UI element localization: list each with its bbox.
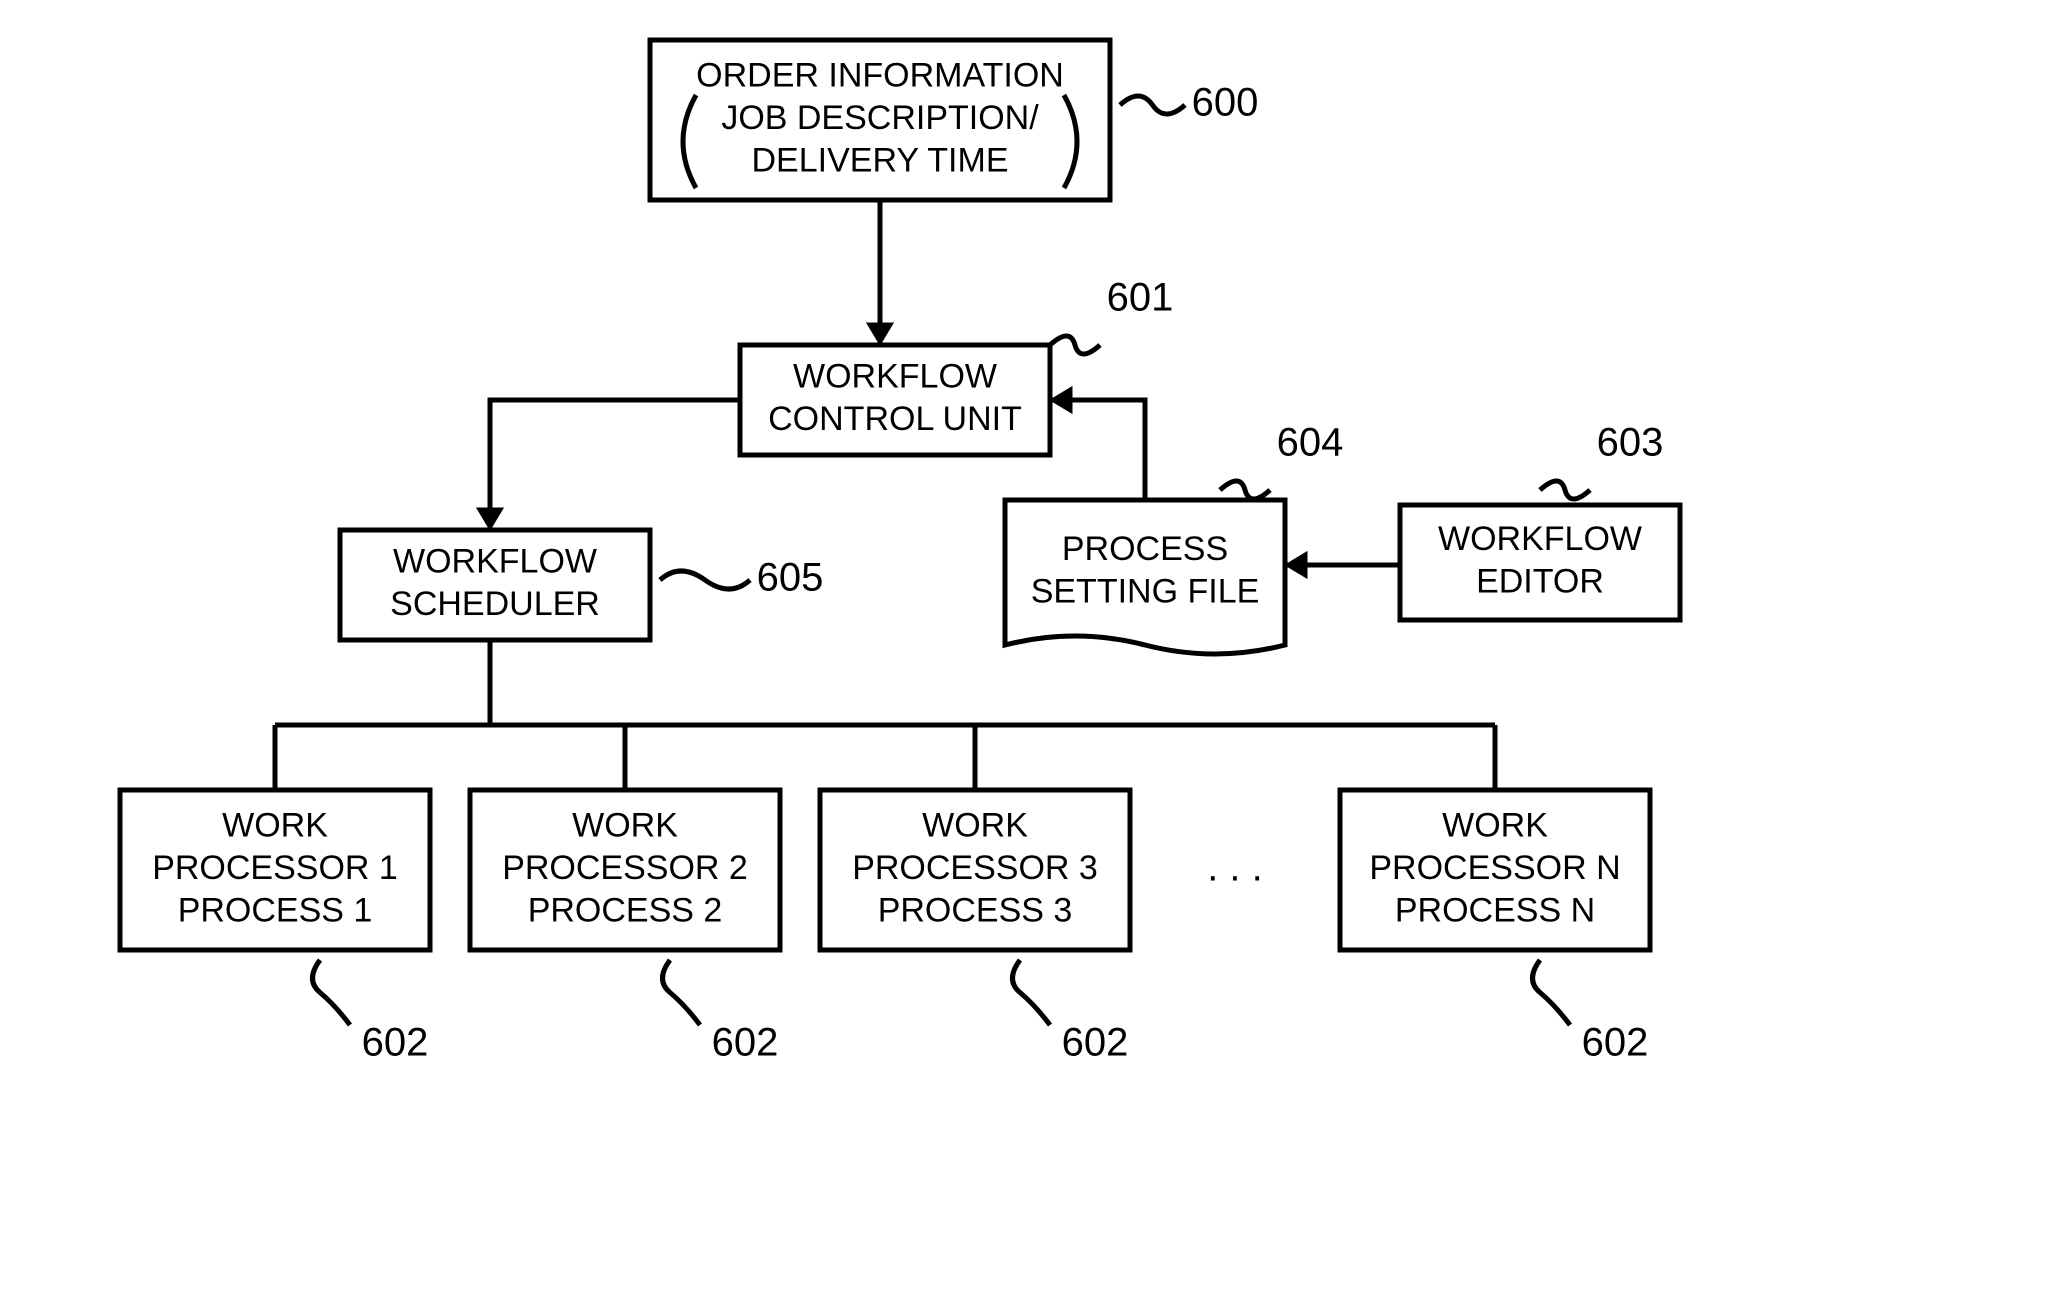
ref-label: 600 bbox=[1192, 81, 1259, 125]
node-text: WORKFLOW bbox=[393, 543, 597, 581]
node-n603: WORKFLOW EDITOR bbox=[1400, 505, 1680, 620]
node-text: WORK bbox=[1442, 806, 1548, 844]
ref-label: 602 bbox=[712, 1021, 779, 1065]
node-text: JOB DESCRIPTION/ bbox=[721, 99, 1039, 137]
node-text: WORK bbox=[572, 806, 678, 844]
node-p3: WORK PROCESSOR 3 PROCESS 3 bbox=[820, 790, 1130, 950]
ref-label: 602 bbox=[1062, 1021, 1129, 1065]
ref-label: 601 bbox=[1107, 276, 1174, 320]
node-n604: PROCESS SETTING FILE bbox=[1005, 500, 1285, 654]
node-text: EDITOR bbox=[1476, 563, 1604, 601]
ref-label: 602 bbox=[362, 1021, 429, 1065]
ref-label: 604 bbox=[1277, 421, 1344, 465]
node-text: PROCESSOR 3 bbox=[852, 849, 1098, 887]
node-text: PROCESS 2 bbox=[528, 891, 723, 929]
node-text: PROCESS N bbox=[1395, 891, 1595, 929]
ellipsis: . . . bbox=[1207, 846, 1263, 890]
node-n605: WORKFLOW SCHEDULER bbox=[340, 530, 650, 640]
node-text: PROCESS bbox=[1062, 530, 1228, 568]
node-text: ORDER INFORMATION bbox=[696, 56, 1064, 94]
ref-label: 603 bbox=[1597, 421, 1664, 465]
ref-label: 602 bbox=[1582, 1021, 1649, 1065]
node-p2: WORK PROCESSOR 2 PROCESS 2 bbox=[470, 790, 780, 950]
workflow-diagram: ORDER INFORMATION JOB DESCRIPTION/DELIVER… bbox=[0, 0, 2060, 1292]
node-text: CONTROL UNIT bbox=[768, 400, 1022, 438]
node-n601: WORKFLOW CONTROL UNIT bbox=[740, 345, 1050, 455]
node-text: WORK bbox=[222, 806, 328, 844]
node-text: DELIVERY TIME bbox=[752, 141, 1009, 179]
node-text: PROCESSOR 2 bbox=[502, 849, 748, 887]
node-text: SCHEDULER bbox=[390, 585, 600, 623]
node-text: PROCESS 1 bbox=[178, 891, 373, 929]
node-text: PROCESS 3 bbox=[878, 891, 1073, 929]
node-p1: WORK PROCESSOR 1 PROCESS 1 bbox=[120, 790, 430, 950]
node-pn: WORK PROCESSOR N PROCESS N bbox=[1340, 790, 1650, 950]
node-text: WORKFLOW bbox=[1438, 520, 1642, 558]
node-text: PROCESSOR 1 bbox=[152, 849, 398, 887]
node-text: WORKFLOW bbox=[793, 358, 997, 396]
node-text: SETTING FILE bbox=[1031, 573, 1260, 611]
node-n600: ORDER INFORMATION JOB DESCRIPTION/DELIVER… bbox=[650, 40, 1110, 200]
ref-label: 605 bbox=[757, 556, 824, 600]
node-text: PROCESSOR N bbox=[1369, 849, 1620, 887]
node-text: WORK bbox=[922, 806, 1028, 844]
